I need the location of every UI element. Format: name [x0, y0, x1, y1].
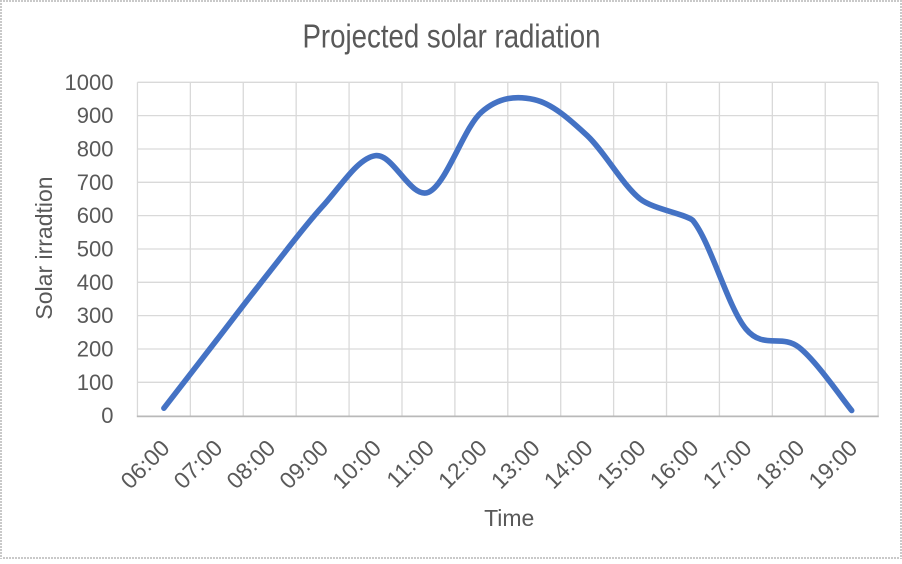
svg-text:700: 700 [77, 170, 114, 195]
svg-text:400: 400 [77, 270, 114, 295]
svg-text:500: 500 [77, 237, 114, 262]
svg-text:Time: Time [484, 505, 534, 531]
svg-text:Projected solar radiation: Projected solar radiation [303, 18, 601, 55]
svg-text:0: 0 [101, 403, 113, 428]
svg-text:Solar irradtion: Solar irradtion [31, 176, 57, 319]
svg-text:800: 800 [77, 137, 114, 162]
svg-text:200: 200 [77, 337, 114, 362]
svg-text:300: 300 [77, 303, 114, 328]
svg-text:100: 100 [77, 370, 114, 395]
svg-text:900: 900 [77, 103, 114, 128]
svg-text:1000: 1000 [65, 70, 114, 95]
svg-text:600: 600 [77, 203, 114, 228]
